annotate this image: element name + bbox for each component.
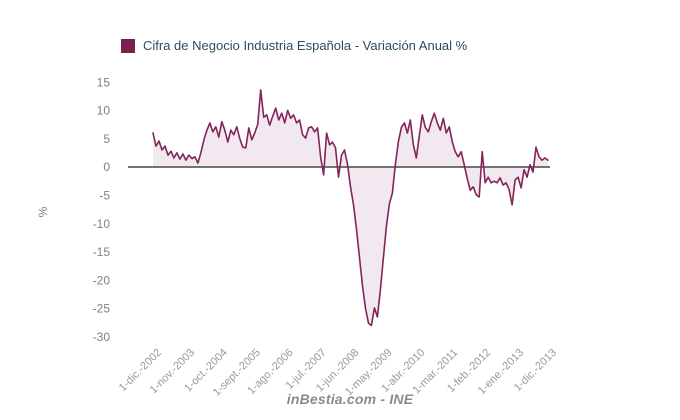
chart-legend[interactable]: Cifra de Negocio Industria Española - Va… xyxy=(121,38,467,53)
legend-label: Cifra de Negocio Industria Española - Va… xyxy=(143,38,468,53)
watermark: inBestia.com - INE xyxy=(286,391,414,407)
y-tick-label: -5 xyxy=(99,189,110,203)
y-tick-label: -25 xyxy=(93,302,111,316)
series-area xyxy=(153,90,548,326)
series-line xyxy=(152,89,549,327)
y-tick-label: -20 xyxy=(93,273,111,287)
y-tick-label: 5 xyxy=(103,132,110,146)
y-axis-ticks: 15 10 5 0 -5 -10 -15 -20 -25 -30 xyxy=(93,75,111,344)
legend-swatch xyxy=(121,38,135,53)
y-tick-label: 10 xyxy=(97,104,111,118)
y-tick-label: 15 xyxy=(97,75,111,89)
y-tick-label: -15 xyxy=(93,245,111,259)
y-axis-title: % xyxy=(36,206,50,217)
y-tick-label: -10 xyxy=(93,217,111,231)
y-tick-label: -30 xyxy=(93,330,111,344)
y-tick-label: 0 xyxy=(103,160,110,174)
